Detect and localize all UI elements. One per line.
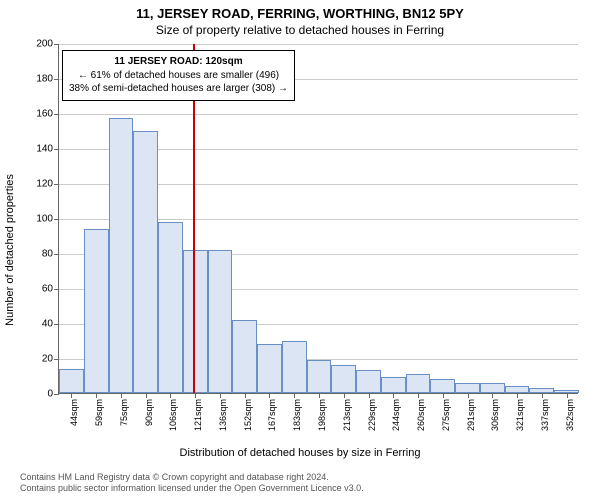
page-subtitle: Size of property relative to detached ho…	[0, 21, 600, 37]
ytick-label: 180	[36, 74, 53, 85]
ytick-label: 120	[36, 179, 53, 190]
histogram-bar	[208, 250, 233, 394]
xtick-mark	[121, 393, 122, 398]
xtick-mark	[542, 393, 543, 398]
xtick-mark	[71, 393, 72, 398]
xtick-mark	[443, 393, 444, 398]
page-title: 11, JERSEY ROAD, FERRING, WORTHING, BN12…	[0, 0, 600, 21]
histogram-bar	[455, 383, 480, 394]
ytick-label: 140	[36, 144, 53, 155]
xtick-mark	[146, 393, 147, 398]
xtick-mark	[220, 393, 221, 398]
xtick-label: 229sqm	[367, 399, 377, 431]
xtick-mark	[418, 393, 419, 398]
histogram-bar	[331, 365, 356, 393]
gridline	[59, 114, 578, 115]
ytick-mark	[54, 394, 59, 395]
histogram-bar	[59, 369, 84, 394]
xtick-mark	[269, 393, 270, 398]
annotation-box: 11 JERSEY ROAD: 120sqm ← 61% of detached…	[62, 50, 295, 101]
footer-line-2: Contains public sector information licen…	[20, 483, 580, 494]
histogram-bar	[282, 341, 307, 394]
xtick-label: 59sqm	[94, 399, 104, 426]
annotation-line-1: 11 JERSEY ROAD: 120sqm	[114, 56, 242, 67]
xtick-label: 337sqm	[540, 399, 550, 431]
ytick-label: 60	[42, 284, 53, 295]
xtick-mark	[170, 393, 171, 398]
xtick-label: 275sqm	[441, 399, 451, 431]
xtick-label: 213sqm	[342, 399, 352, 431]
xtick-mark	[369, 393, 370, 398]
histogram-bar	[257, 344, 282, 393]
xtick-label: 90sqm	[144, 399, 154, 426]
plot-area: 02040608010012014016018020044sqm59sqm75s…	[58, 44, 578, 394]
xtick-label: 106sqm	[168, 399, 178, 431]
histogram-bar	[480, 383, 505, 394]
histogram-bar	[554, 390, 579, 394]
histogram-bar	[356, 370, 381, 393]
xtick-mark	[517, 393, 518, 398]
histogram-bar	[430, 379, 455, 393]
xtick-label: 291sqm	[466, 399, 476, 431]
footer-text: Contains HM Land Registry data © Crown c…	[20, 472, 580, 495]
xtick-label: 44sqm	[69, 399, 79, 426]
xtick-label: 183sqm	[292, 399, 302, 431]
xtick-mark	[344, 393, 345, 398]
xtick-mark	[468, 393, 469, 398]
xtick-label: 167sqm	[267, 399, 277, 431]
annotation-line-2: ← 61% of detached houses are smaller (49…	[78, 70, 279, 81]
histogram-bar	[505, 386, 530, 393]
histogram-bar	[307, 360, 332, 393]
histogram-bar	[232, 320, 257, 394]
xtick-mark	[319, 393, 320, 398]
footer-line-1: Contains HM Land Registry data © Crown c…	[20, 472, 580, 483]
ytick-label: 40	[42, 319, 53, 330]
xtick-label: 75sqm	[119, 399, 129, 426]
gridline	[59, 44, 578, 45]
x-axis-label: Distribution of detached houses by size …	[0, 447, 600, 459]
xtick-label: 352sqm	[565, 399, 575, 431]
histogram-bar	[158, 222, 183, 394]
ytick-label: 0	[47, 389, 53, 400]
xtick-label: 244sqm	[391, 399, 401, 431]
xtick-label: 121sqm	[193, 399, 203, 431]
histogram-bar	[109, 118, 134, 393]
histogram-bar	[381, 377, 406, 393]
xtick-mark	[245, 393, 246, 398]
xtick-mark	[567, 393, 568, 398]
xtick-mark	[492, 393, 493, 398]
annotation-line-3: 38% of semi-detached houses are larger (…	[69, 83, 288, 94]
xtick-label: 306sqm	[490, 399, 500, 431]
ytick-label: 160	[36, 109, 53, 120]
xtick-label: 136sqm	[218, 399, 228, 431]
ytick-label: 20	[42, 354, 53, 365]
histogram-bar	[406, 374, 431, 393]
xtick-label: 321sqm	[515, 399, 525, 431]
histogram-bar	[84, 229, 109, 394]
xtick-label: 152sqm	[243, 399, 253, 431]
xtick-label: 260sqm	[416, 399, 426, 431]
ytick-label: 200	[36, 39, 53, 50]
xtick-mark	[195, 393, 196, 398]
xtick-mark	[96, 393, 97, 398]
histogram-bar	[133, 131, 158, 394]
xtick-label: 198sqm	[317, 399, 327, 431]
ytick-label: 80	[42, 249, 53, 260]
xtick-mark	[393, 393, 394, 398]
xtick-mark	[294, 393, 295, 398]
histogram-bar	[529, 388, 554, 393]
y-axis-label: Number of detached properties	[4, 98, 16, 250]
ytick-label: 100	[36, 214, 53, 225]
